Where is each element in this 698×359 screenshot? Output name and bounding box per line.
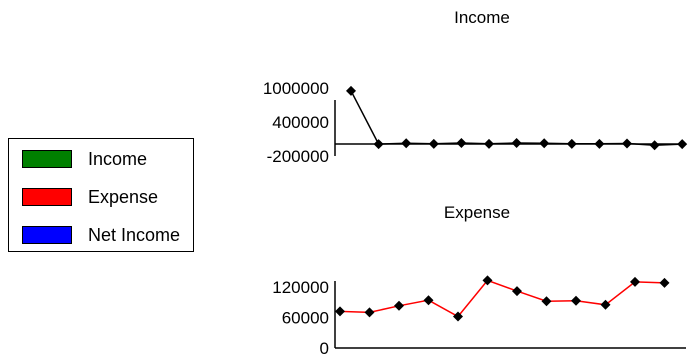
expense-data-point — [571, 295, 581, 306]
legend-item-expense: Expense — [22, 185, 158, 209]
income-data-point — [484, 138, 494, 149]
expense-data-point — [600, 299, 611, 310]
legend-swatch-expense — [22, 188, 72, 206]
income-series-line — [350, 90, 683, 146]
income-data-point — [456, 137, 467, 148]
expense-data-point — [541, 296, 552, 307]
legend: Income Expense Net Income — [8, 138, 194, 252]
legend-label-net-income: Net Income — [88, 225, 181, 245]
expense-data-point — [364, 307, 375, 318]
income-data-point — [373, 139, 384, 150]
expense-data-point — [482, 275, 493, 286]
expense-data-point — [659, 277, 670, 288]
expense-data-point — [512, 286, 522, 297]
income-data-point — [428, 138, 439, 149]
legend-swatch-net-income — [22, 226, 72, 244]
legend-item-net-income: Net Income — [22, 223, 180, 247]
legend-item-income: Income — [22, 147, 147, 171]
income-data-point — [401, 138, 412, 149]
expense-data-point — [630, 276, 640, 287]
income-data-point — [649, 140, 660, 151]
expense-y-tick-label: 0 — [320, 339, 329, 358]
expense-series-line — [339, 279, 665, 318]
expense-data-point — [394, 300, 404, 311]
income-data-point — [677, 139, 688, 150]
expense-data-point — [335, 306, 345, 317]
expense-y-tick-label: 60000 — [282, 309, 329, 328]
income-data-point — [566, 138, 577, 149]
legend-label-income: Income — [88, 149, 148, 169]
expense-data-point — [423, 295, 434, 306]
income-y-tick-label: 400000 — [272, 113, 329, 132]
income-y-tick-label: 1000000 — [263, 79, 329, 98]
expense-chart-title: Expense — [444, 203, 510, 222]
income-data-point — [511, 137, 522, 148]
income-data-point — [622, 138, 632, 149]
income-y-tick-label: -200000 — [267, 147, 329, 166]
legend-label-expense: Expense — [88, 187, 159, 207]
expense-y-tick-label: 120000 — [272, 278, 329, 297]
income-data-point — [539, 138, 550, 149]
expense-data-point — [453, 311, 463, 322]
income-data-point — [346, 85, 356, 96]
income-data-point — [594, 138, 605, 149]
legend-swatch-income — [22, 150, 72, 168]
income-chart-title: Income — [454, 8, 510, 27]
